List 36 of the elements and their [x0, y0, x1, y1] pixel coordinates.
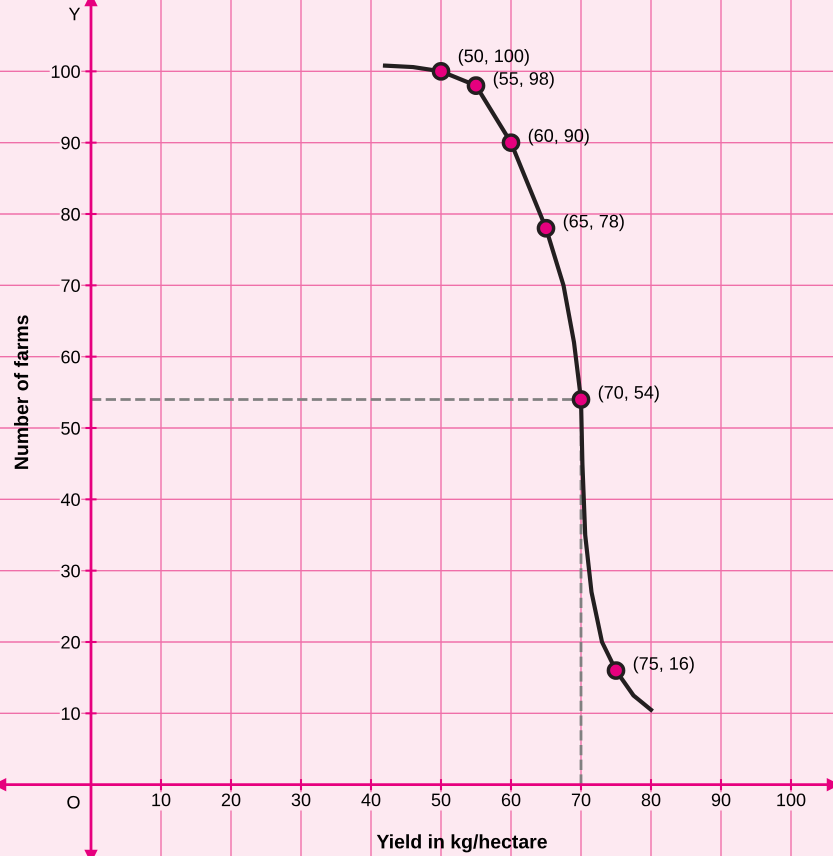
- x-tick-label: 10: [152, 793, 170, 806]
- y-tick-label: 30: [61, 564, 80, 578]
- point: [572, 390, 590, 409]
- y-tick-label: 70: [61, 279, 80, 292]
- y-tick-label: 60: [61, 350, 80, 364]
- x-tick-label: 70: [572, 793, 590, 806]
- annotation: O: [67, 796, 80, 809]
- annotation: (75, 16): [634, 656, 694, 674]
- annotation: (55, 98): [494, 72, 554, 88]
- x-tick-label: 20: [222, 793, 240, 806]
- x-tick-label: 60: [502, 793, 520, 806]
- point: [606, 661, 626, 680]
- point: [432, 62, 450, 81]
- annotation: (50, 100): [458, 48, 529, 66]
- y-tick-label: 50: [61, 422, 80, 435]
- x-tick-label: 90: [712, 793, 730, 806]
- point: [502, 133, 520, 152]
- x-tick-label: 100: [777, 793, 806, 806]
- annotation: Y: [68, 8, 80, 20]
- x-tick-label: 30: [292, 793, 310, 806]
- y-tick-label: 20: [61, 636, 80, 649]
- y-tick-label: 80: [61, 208, 80, 221]
- y-tick-label: 40: [60, 493, 80, 506]
- point: [536, 218, 556, 238]
- annotation: (60, 90): [528, 128, 589, 146]
- x-tick-label: 50: [432, 793, 450, 806]
- annotation: (70, 54): [598, 385, 659, 402]
- y-tick-label: 100: [52, 65, 80, 78]
- y-axis-title: Number of farms: [14, 315, 28, 469]
- annotation: (65, 78): [564, 214, 624, 232]
- x-axis-title: Yield in kg/hectare: [376, 834, 547, 852]
- y-tick-label: 90: [61, 136, 80, 150]
- y-tick-label: 10: [62, 707, 80, 720]
- x-tick-label: 40: [361, 793, 380, 806]
- x-tick-label: 80: [642, 793, 660, 806]
- point: [466, 76, 486, 95]
